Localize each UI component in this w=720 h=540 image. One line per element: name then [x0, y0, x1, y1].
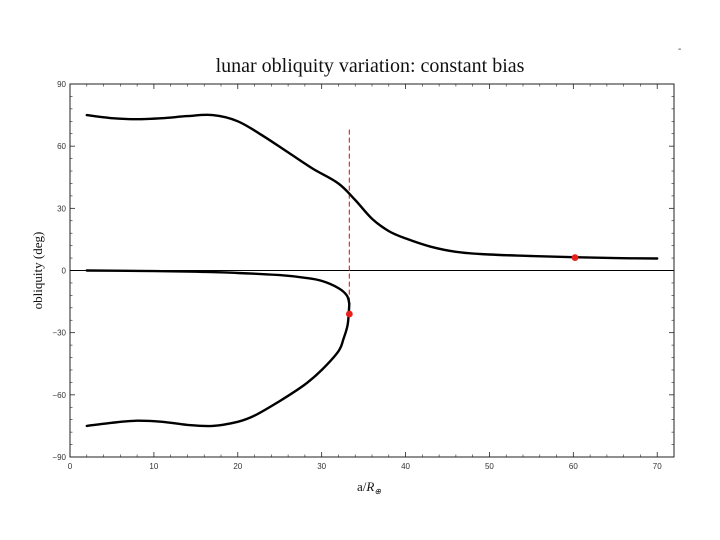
x-axis-label: a/R⊕	[357, 479, 381, 496]
x-tick-label: 50	[485, 462, 494, 471]
data-point-1	[345, 310, 353, 318]
x-tick-label: 70	[653, 462, 662, 471]
x-tick-label: 20	[233, 462, 242, 471]
y-tick-label: −60	[52, 391, 66, 400]
y-tick-label: 90	[57, 80, 66, 89]
x-tick-label: 40	[401, 462, 410, 471]
y-tick-label: 60	[57, 142, 66, 151]
y-tick-label: −90	[52, 453, 66, 462]
plot-layer	[70, 113, 674, 428]
corner-mark: -	[678, 44, 681, 55]
x-tick-label: 0	[68, 462, 73, 471]
x-axis-label-symbol: R	[365, 479, 374, 494]
series-line-2	[85, 269, 351, 305]
x-axis-label-subscript: ⊕	[374, 487, 381, 496]
series-line-1	[85, 113, 659, 260]
x-tick-label: 10	[149, 462, 158, 471]
y-axis-label: obliquity (deg)	[30, 232, 45, 310]
chart-title: lunar obliquity variation: constant bias	[216, 55, 525, 77]
x-tick-label: 60	[569, 462, 578, 471]
series-line-3	[85, 302, 351, 428]
x-axis-label-main: a/	[357, 479, 367, 494]
x-tick-label: 30	[317, 462, 326, 471]
data-point-2	[571, 254, 579, 262]
ticks-layer: 0 10 20 30 40 50 60 70 90 60 30 0 −30 −60 −90	[52, 80, 674, 471]
y-tick-label: 30	[57, 204, 66, 213]
y-tick-label: 0	[62, 267, 67, 276]
y-tick-label: −30	[52, 329, 66, 338]
